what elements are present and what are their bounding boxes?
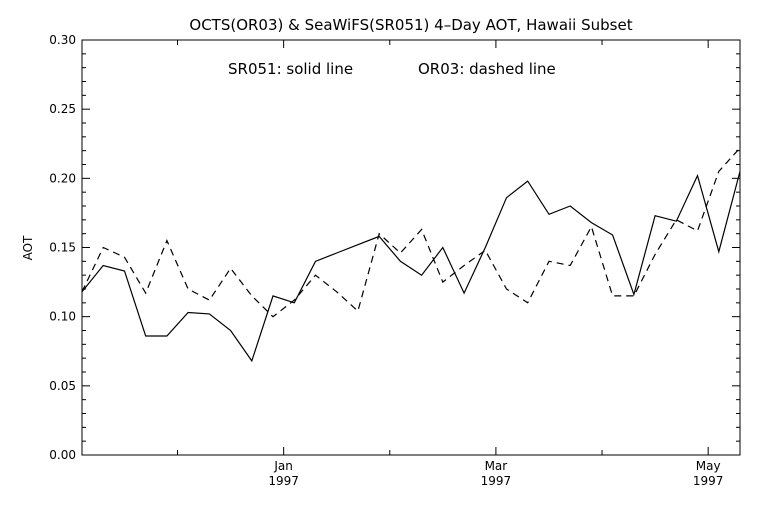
y-tick-label: 0.10 <box>49 310 76 324</box>
annotation-solid-line: SR051: solid line <box>228 60 353 78</box>
series-line-sr051 <box>81 171 741 363</box>
y-tick-label: 0.20 <box>49 171 76 185</box>
y-tick-label: 0.15 <box>49 241 76 255</box>
chart-title: OCTS(OR03) & SeaWiFS(SR051) 4–Day AOT, H… <box>189 16 632 34</box>
y-tick-label: 0.00 <box>49 448 76 462</box>
series-group <box>81 147 741 363</box>
y-axis-label: AOT <box>21 235 35 260</box>
annotation-dashed-line: OR03: dashed line <box>418 60 556 78</box>
y-tick-label: 0.30 <box>49 33 76 47</box>
x-tick-year-label: 1997 <box>693 474 724 488</box>
y-tick-label: 0.25 <box>49 102 76 116</box>
x-tick-month-label: May <box>696 459 721 473</box>
y-tick-label: 0.05 <box>49 379 76 393</box>
plot-frame <box>81 39 741 456</box>
x-tick-year-label: 1997 <box>481 474 512 488</box>
x-tick-year-label: 1997 <box>268 474 299 488</box>
y-axis-ticks: 0.00 0.05 0.10 0.15 0.20 0.25 0.30 <box>49 33 740 462</box>
series-line-or03 <box>81 147 741 318</box>
x-tick-month-label: Jan <box>273 459 293 473</box>
x-tick-month-label: Mar <box>485 459 508 473</box>
